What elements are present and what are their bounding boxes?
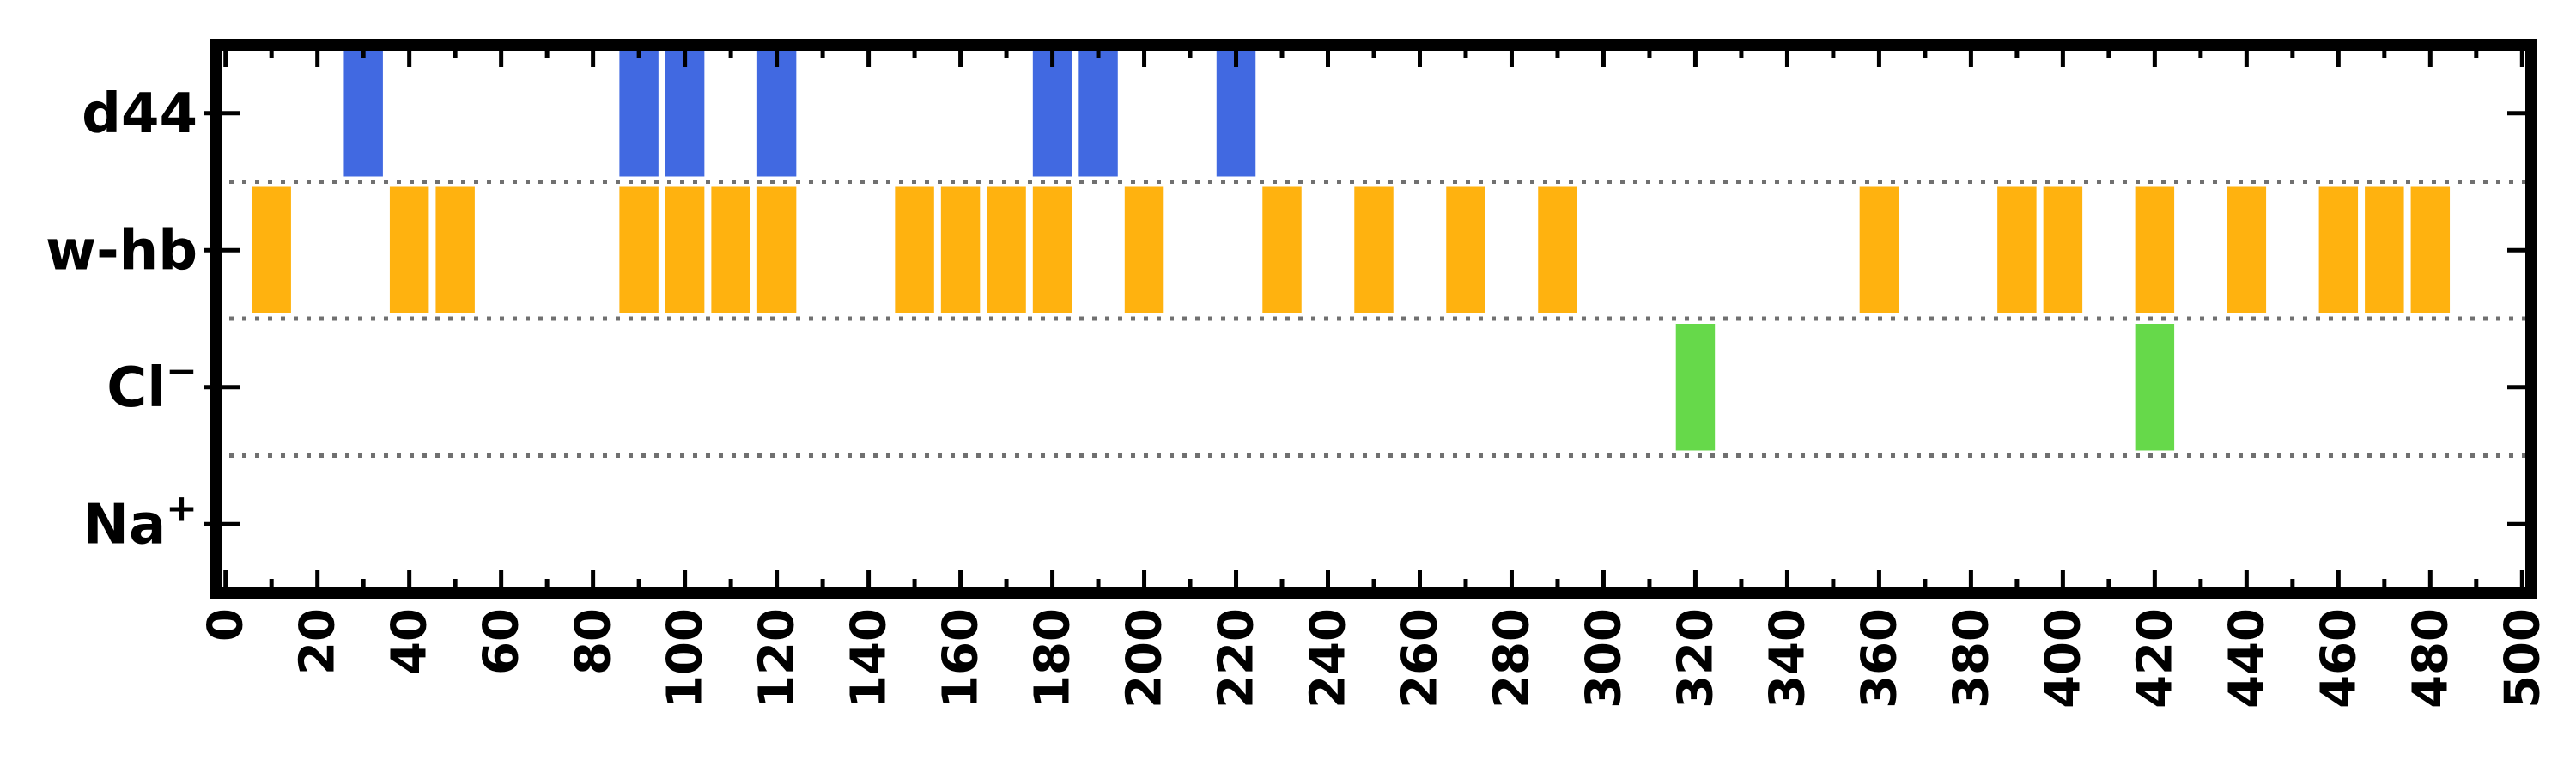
bar-w-hb-160 (940, 186, 981, 313)
bar-w-hb-150 (895, 186, 934, 313)
bar-d44-190 (1078, 50, 1118, 177)
bar-w-hb-110 (711, 186, 750, 313)
bar-d44-220 (1216, 50, 1256, 177)
x-tick-label-80: 80 (566, 608, 622, 675)
series-d44 (343, 50, 1256, 177)
bar-w-hb-200 (1124, 186, 1164, 313)
bar-d44-180 (1032, 50, 1072, 177)
plot-background (216, 45, 2531, 593)
category-label-na: Na+ (82, 486, 197, 557)
x-tick-label-360: 360 (1851, 608, 1907, 709)
x-tick-label-260: 260 (1392, 608, 1448, 709)
x-tick-label-180: 180 (1025, 608, 1081, 709)
bar-w-hb-270 (1446, 186, 1485, 313)
category-label-w-hb: w-hb (46, 219, 197, 283)
x-tick-label-240: 240 (1301, 608, 1357, 709)
x-tick-label-160: 160 (933, 608, 989, 709)
category-name: d44 (82, 82, 197, 146)
bar-w-hb-470 (2365, 186, 2404, 313)
category-label-cl: Cl− (106, 350, 197, 420)
x-tick-label-460: 460 (2311, 608, 2366, 709)
x-tick-label-440: 440 (2219, 608, 2275, 709)
x-tick-label-300: 300 (1576, 608, 1631, 709)
x-tick-label-400: 400 (2035, 608, 2091, 709)
bar-d44-90 (619, 50, 659, 177)
category-label-d44: d44 (82, 82, 197, 146)
x-tick-label-200: 200 (1117, 608, 1173, 709)
category-name: Na (82, 493, 166, 557)
bar-w-hb-90 (619, 186, 659, 313)
x-tick-label-120: 120 (750, 608, 805, 709)
bar-w-hb-390 (1997, 186, 2037, 313)
x-tick-label-0: 0 (198, 608, 254, 642)
bar-w-hb-420 (2135, 186, 2175, 313)
bar-w-hb-440 (2227, 186, 2267, 313)
x-tick-label-220: 220 (1209, 608, 1265, 709)
x-tick-label-40: 40 (382, 608, 438, 675)
series-cl (1675, 324, 2175, 451)
plot-frame (210, 39, 2537, 599)
x-tick-label-20: 20 (290, 608, 346, 675)
series-w-hb (252, 186, 2451, 313)
bar-w-hb-100 (665, 186, 705, 313)
bar-d44-100 (665, 50, 705, 177)
category-name: w-hb (46, 219, 197, 283)
x-tick-label-60: 60 (474, 608, 530, 675)
bar-w-hb-180 (1032, 186, 1072, 313)
bar-w-hb-400 (2043, 186, 2083, 313)
bar-cl-320 (1675, 324, 1716, 451)
x-tick-label-480: 480 (2403, 608, 2458, 709)
bar-cl-420 (2135, 324, 2175, 451)
bar-w-hb-10 (252, 186, 291, 313)
bar-w-hb-40 (389, 186, 429, 313)
bar-w-hb-290 (1538, 186, 1577, 313)
x-tick-label-320: 320 (1668, 608, 1723, 709)
x-tick-label-340: 340 (1759, 608, 1815, 709)
x-tick-label-100: 100 (658, 608, 714, 709)
x-tick-label-280: 280 (1484, 608, 1540, 709)
bar-w-hb-230 (1262, 186, 1302, 313)
bar-w-hb-50 (435, 186, 475, 313)
bar-d44-30 (343, 50, 383, 177)
x-tick-label-420: 420 (2127, 608, 2183, 709)
bar-w-hb-360 (1859, 186, 1899, 313)
bar-w-hb-120 (756, 186, 797, 313)
bar-w-hb-480 (2410, 186, 2451, 313)
category-superscript: + (166, 486, 197, 530)
x-tick-label-380: 380 (1943, 608, 1999, 709)
category-name: Cl (106, 356, 166, 420)
bar-w-hb-250 (1354, 186, 1394, 313)
bar-d44-120 (756, 50, 797, 177)
bar-w-hb-460 (2318, 186, 2359, 313)
category-superscript: − (166, 350, 197, 393)
x-tick-label-140: 140 (841, 608, 897, 709)
x-tick-label-500: 500 (2494, 608, 2550, 709)
bar-w-hb-170 (987, 186, 1026, 313)
